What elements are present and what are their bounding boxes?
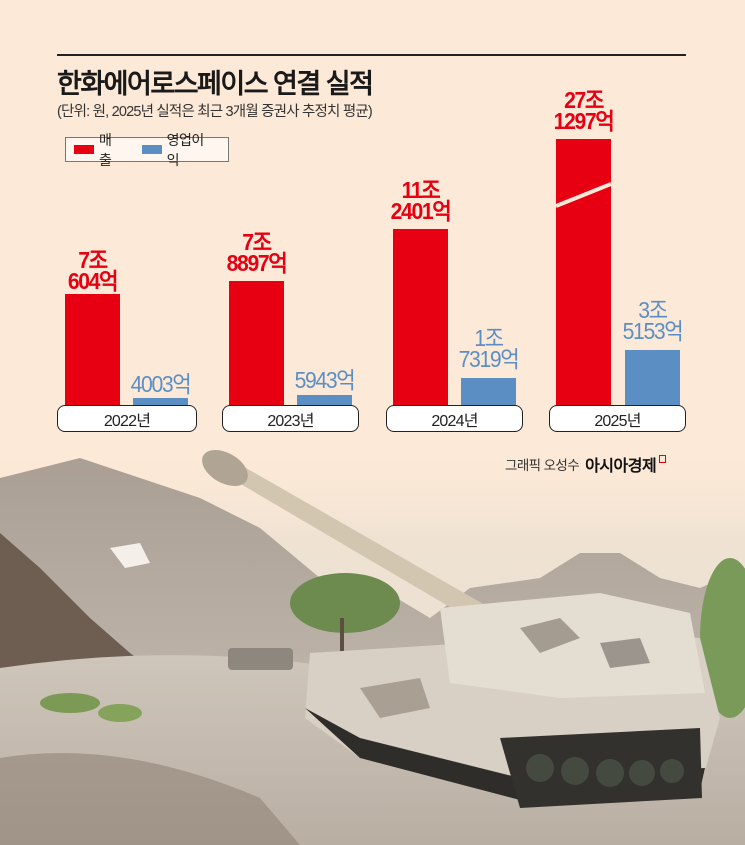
- label-revenue-2025: 27조 1297억: [540, 87, 627, 134]
- bar-profit-2023: [297, 395, 352, 406]
- legend-swatch-red: [74, 145, 94, 154]
- bar-revenue-2023: [229, 281, 284, 406]
- label-line: 604억: [67, 268, 119, 294]
- label-revenue-2024: 11조 2401억: [377, 177, 464, 224]
- axis-break-icon: [556, 182, 611, 208]
- bar-profit-2022: [133, 398, 188, 406]
- label-profit-2024: 1조 7319억: [445, 325, 532, 372]
- label-line: 1조: [474, 325, 504, 351]
- label-line: 11조: [401, 177, 441, 203]
- label-line: 3조: [638, 297, 668, 323]
- label-line: 7조: [78, 247, 108, 273]
- publisher-logo: 아시아경제: [585, 458, 657, 475]
- legend-label: 매출: [98, 131, 112, 168]
- logo-mark-icon: [659, 455, 667, 463]
- label-profit-2023: 5943억: [281, 367, 368, 393]
- legend-item-revenue: 매출: [74, 130, 124, 170]
- chart-subtitle: (단위: 원, 2025년 실적은 최근 3개월 증권사 추정치 평균): [57, 104, 373, 120]
- bar-profit-2024: [461, 378, 516, 406]
- label-profit-2022: 4003억: [117, 371, 204, 397]
- year-label-2025: 2025년: [549, 405, 686, 432]
- label-line: 2401억: [390, 198, 452, 224]
- bar-profit-2025: [625, 350, 680, 406]
- chart-title: 한화에어로스페이스 연결 실적: [57, 69, 374, 99]
- label-line: 27조: [564, 87, 604, 113]
- bar-revenue-2024: [393, 229, 448, 406]
- label-line: 7319억: [458, 346, 520, 372]
- graphic-credit: 그래픽 오성수: [505, 458, 580, 473]
- year-label-2024: 2024년: [386, 405, 523, 432]
- legend-label: 영업이익: [166, 131, 205, 168]
- label-revenue-2022: 7조 604억: [49, 247, 136, 294]
- year-label-2022: 2022년: [57, 405, 197, 432]
- label-line: 7조: [242, 229, 272, 255]
- tank-photo-illustration: [0, 438, 745, 845]
- label-profit-2025: 3조 5153억: [609, 297, 696, 344]
- label-revenue-2023: 7조 8897억: [213, 229, 300, 276]
- top-rule: [57, 54, 686, 56]
- legend: 매출 영업이익: [65, 132, 229, 168]
- legend-item-profit: 영업이익: [141, 130, 216, 170]
- label-line: 8897억: [226, 250, 288, 276]
- year-label-2023: 2023년: [222, 405, 359, 432]
- label-line: 5153억: [622, 318, 684, 344]
- legend-swatch-blue: [141, 145, 162, 154]
- bar-revenue-2022: [65, 294, 120, 406]
- label-line: 5943억: [294, 367, 356, 393]
- label-line: 1297억: [553, 108, 615, 134]
- label-line: 4003억: [130, 371, 192, 397]
- bar-revenue-2025: [556, 139, 611, 406]
- credit-line: 그래픽 오성수 아시아경제: [505, 452, 667, 476]
